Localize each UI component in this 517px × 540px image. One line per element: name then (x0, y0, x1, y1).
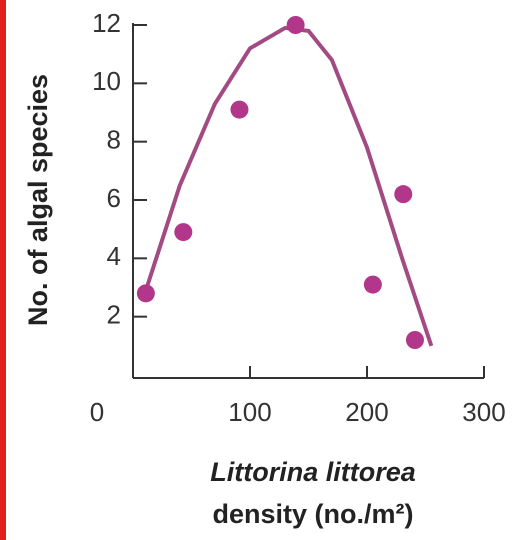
y-tick-label: 12 (92, 8, 121, 38)
y-tick-label: 2 (107, 300, 121, 330)
data-point (405, 331, 424, 349)
data-point (394, 185, 413, 204)
x-tick-label: 300 (462, 397, 505, 427)
data-point (174, 223, 193, 242)
x-axis-label: density (no./m²) (213, 499, 414, 529)
x-tick-label: 200 (345, 397, 388, 427)
data-point (363, 275, 382, 294)
y-tick-label: 4 (107, 241, 121, 271)
x-tick-label: 0 (90, 397, 104, 427)
fit-curve (143, 25, 434, 347)
y-tick-label: 8 (107, 125, 121, 155)
y-tick-label: 10 (92, 66, 121, 96)
data-point (286, 16, 305, 34)
x-axis-label: Littorina littorea (210, 457, 416, 487)
y-axis-label: No. of algal species (23, 74, 53, 326)
y-tick-label: 6 (107, 183, 121, 213)
data-point (136, 284, 155, 303)
x-tick-label: 100 (228, 397, 271, 427)
edge-stripe (0, 0, 6, 540)
data-point (230, 100, 249, 119)
